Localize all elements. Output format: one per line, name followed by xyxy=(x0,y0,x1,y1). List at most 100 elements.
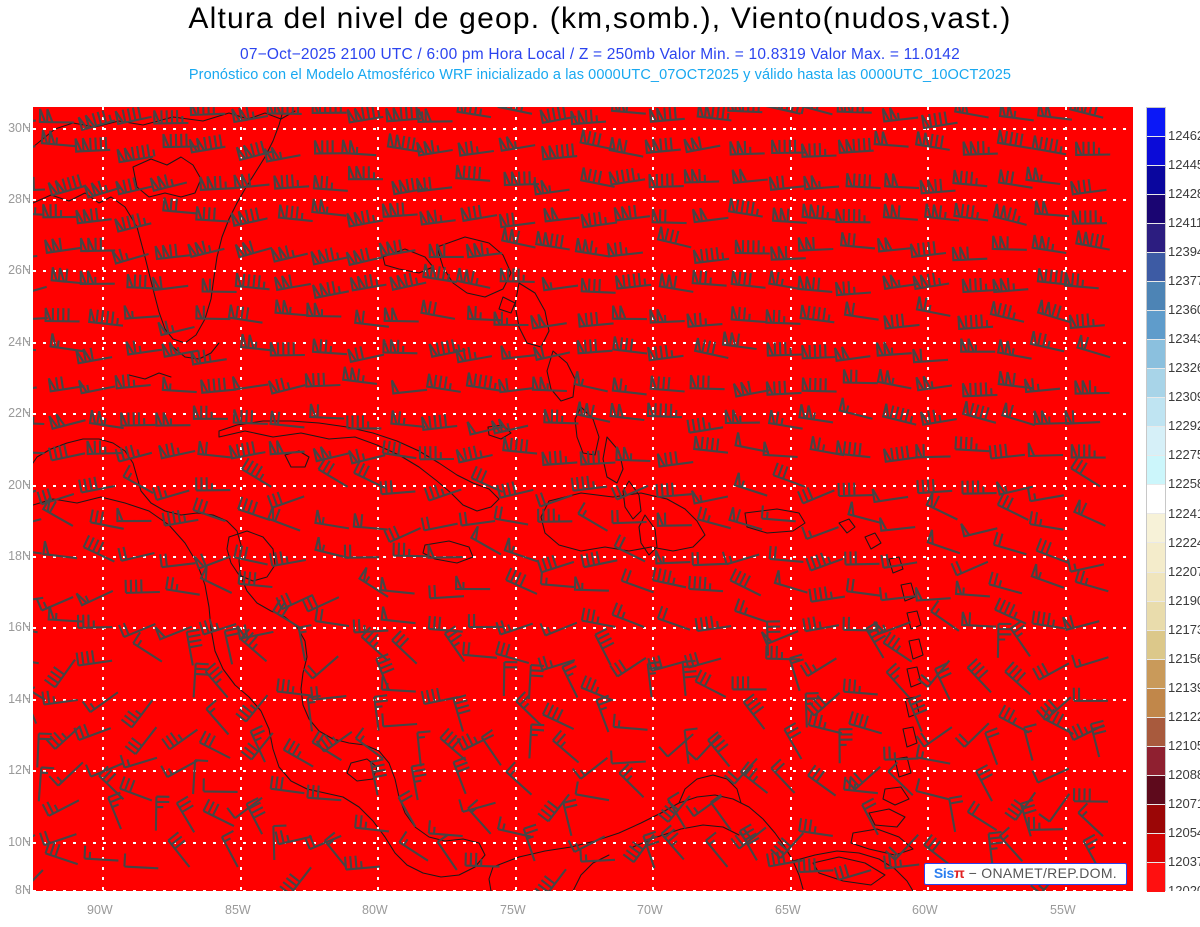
wind-barb xyxy=(1023,378,1061,394)
wind-barb xyxy=(233,173,270,190)
colorbar-tick-12343: 12343 xyxy=(1168,331,1200,347)
wind-barb xyxy=(530,313,567,330)
wind-barb xyxy=(654,549,691,565)
wind-barb xyxy=(995,481,1034,496)
lat-tick-mark: - xyxy=(25,262,30,276)
wind-barb xyxy=(541,276,579,292)
wind-barb xyxy=(276,678,312,697)
wind-barb xyxy=(649,375,685,393)
wind-barb xyxy=(683,168,720,184)
wind-barb xyxy=(537,508,573,523)
wind-barb xyxy=(768,545,804,563)
wind-barb xyxy=(162,133,198,149)
wind-barb xyxy=(997,169,1033,189)
wind-barb xyxy=(415,176,453,193)
wind-barb xyxy=(498,136,536,152)
wind-barb xyxy=(543,207,580,223)
wind-barb xyxy=(392,542,428,558)
wind-barb xyxy=(175,795,196,833)
wind-barb xyxy=(379,480,416,496)
wind-barb xyxy=(306,694,321,732)
wind-barb xyxy=(75,347,113,365)
wind-barb xyxy=(354,814,390,833)
colorbar-tick-labels: 12462 12445 12428 12411 12394 12377 12360 12343… xyxy=(1168,107,1200,891)
wind-barb xyxy=(1071,654,1109,669)
wind-barb xyxy=(199,566,233,594)
wind-barb xyxy=(41,799,80,817)
wind-barb xyxy=(47,606,83,623)
colorbar-swatch xyxy=(1147,108,1165,138)
colorbar-tick-12105: 12105 xyxy=(1168,737,1200,753)
wind-barb xyxy=(195,305,231,321)
wind-barb xyxy=(691,551,727,567)
wind-barb xyxy=(648,173,684,189)
wind-barb xyxy=(155,412,191,427)
wind-barb xyxy=(919,178,956,195)
wind-barb xyxy=(954,580,990,598)
lat-tick-mark: - xyxy=(25,334,30,348)
wind-barb xyxy=(618,763,645,799)
wind-barb xyxy=(833,864,872,881)
wind-barb xyxy=(842,776,879,795)
wind-barb xyxy=(311,338,347,356)
wind-barb xyxy=(1027,442,1064,458)
colorbar-tick-12190: 12190 xyxy=(1168,592,1200,608)
wind-barb xyxy=(1073,499,1106,527)
wind-barb xyxy=(988,443,1026,460)
wind-barb xyxy=(960,338,996,353)
wind-barb xyxy=(269,410,305,429)
wind-barb xyxy=(390,410,426,428)
colorbar-tick-12088: 12088 xyxy=(1168,766,1200,782)
wind-barb xyxy=(83,845,119,862)
wind-barb xyxy=(347,346,385,364)
wind-barb xyxy=(154,795,170,831)
wind-barb xyxy=(801,377,837,393)
wind-barb xyxy=(575,401,611,423)
wind-barb xyxy=(227,304,263,324)
wind-barb xyxy=(541,702,575,731)
lat-tick-mark: - xyxy=(25,691,30,705)
wind-barb xyxy=(573,371,608,393)
wind-barb xyxy=(912,348,949,364)
wind-barb xyxy=(41,690,78,706)
wind-barb xyxy=(534,868,567,891)
wind-barb xyxy=(354,727,384,760)
wind-barb xyxy=(192,497,226,523)
wind-barb xyxy=(883,313,920,330)
wind-barb xyxy=(303,655,339,680)
wind-barb xyxy=(49,333,85,353)
wind-barb xyxy=(926,529,961,555)
wind-barb xyxy=(768,270,803,291)
wind-barb xyxy=(988,571,1023,595)
wind-barb xyxy=(771,139,807,155)
wind-barb xyxy=(114,444,153,463)
wind-barb xyxy=(620,568,654,594)
colorbar[interactable] xyxy=(1146,107,1166,892)
lon-tick-70W: 70W xyxy=(637,903,663,917)
wind-barb xyxy=(464,852,500,868)
wind-barb xyxy=(314,608,350,628)
wind-barb xyxy=(861,797,879,836)
wind-barb xyxy=(611,509,647,525)
wind-barb xyxy=(610,107,646,115)
wind-barb xyxy=(915,744,951,765)
wind-barb xyxy=(610,750,646,765)
wind-barb xyxy=(452,756,470,795)
wind-barb xyxy=(1035,538,1069,564)
wind-barb xyxy=(934,662,952,701)
wind-barb xyxy=(245,797,266,835)
wind-barb xyxy=(571,756,609,780)
wind-barb xyxy=(914,131,950,151)
wind-barb xyxy=(1004,661,1032,696)
wind-barb xyxy=(762,441,798,459)
wind-barb xyxy=(766,342,802,357)
lat-tick-mark: - xyxy=(25,477,30,491)
wind-barb xyxy=(273,174,310,190)
wind-barb xyxy=(116,144,156,164)
lat-tick-mark: - xyxy=(25,882,30,896)
wind-barb xyxy=(998,107,1034,122)
wind-barb xyxy=(960,523,998,538)
map-plot-area[interactable]: Sisπ − ONAMET/REP.DOM. xyxy=(33,107,1133,891)
wind-barb xyxy=(920,111,958,130)
